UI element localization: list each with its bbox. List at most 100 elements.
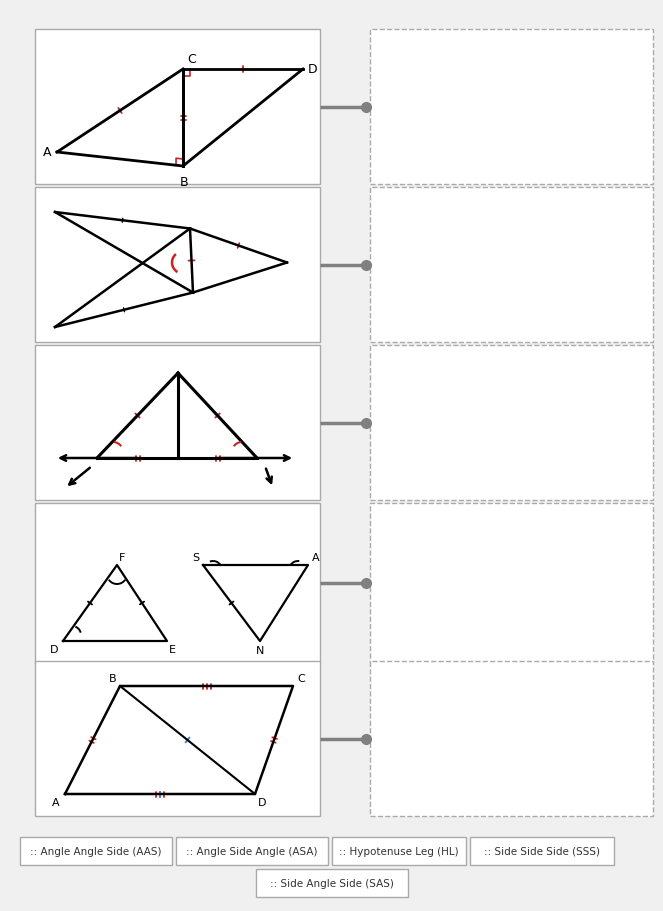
Bar: [287, 721, 299, 732]
Bar: [179, 744, 191, 756]
Bar: [263, 732, 275, 744]
Bar: [35, 804, 47, 816]
Bar: [59, 672, 71, 684]
Bar: [311, 696, 320, 708]
Text: N: N: [256, 645, 264, 655]
Text: B: B: [180, 176, 188, 189]
Bar: [227, 768, 239, 780]
Bar: [239, 684, 251, 696]
Bar: [59, 780, 71, 793]
Bar: [71, 780, 83, 793]
Bar: [167, 756, 179, 768]
Bar: [107, 744, 119, 756]
Bar: [107, 793, 119, 804]
Bar: [167, 804, 179, 816]
Text: :: Side Side Side (SSS): :: Side Side Side (SSS): [484, 846, 600, 856]
Bar: [263, 708, 275, 721]
Bar: [35, 744, 47, 756]
Bar: [203, 732, 215, 744]
Bar: [275, 672, 287, 684]
Bar: [287, 804, 299, 816]
FancyBboxPatch shape: [470, 837, 614, 865]
Bar: [131, 793, 143, 804]
Bar: [287, 793, 299, 804]
Text: :: Side Angle Side (SAS): :: Side Angle Side (SAS): [270, 878, 393, 888]
Bar: [155, 804, 167, 816]
Bar: [107, 684, 119, 696]
Bar: [311, 804, 320, 816]
Bar: [251, 780, 263, 793]
Bar: [191, 721, 203, 732]
Bar: [287, 780, 299, 793]
Bar: [370, 188, 653, 343]
Bar: [167, 721, 179, 732]
Bar: [143, 744, 155, 756]
Bar: [47, 793, 59, 804]
Bar: [179, 696, 191, 708]
Bar: [59, 661, 71, 672]
Bar: [203, 672, 215, 684]
Bar: [299, 661, 311, 672]
Bar: [167, 744, 179, 756]
Bar: [299, 732, 311, 744]
FancyBboxPatch shape: [176, 837, 328, 865]
Bar: [251, 804, 263, 816]
Text: :: Angle Angle Side (AAS): :: Angle Angle Side (AAS): [30, 846, 162, 856]
Bar: [131, 684, 143, 696]
Bar: [179, 732, 191, 744]
Bar: [191, 661, 203, 672]
Bar: [299, 672, 311, 684]
Bar: [131, 804, 143, 816]
Bar: [71, 793, 83, 804]
Bar: [47, 744, 59, 756]
Bar: [47, 732, 59, 744]
Bar: [47, 661, 59, 672]
Text: D: D: [258, 797, 267, 807]
Text: :: Hypotenuse Leg (HL): :: Hypotenuse Leg (HL): [339, 846, 459, 856]
Bar: [131, 721, 143, 732]
Bar: [83, 804, 95, 816]
Bar: [239, 744, 251, 756]
Bar: [203, 756, 215, 768]
FancyBboxPatch shape: [255, 869, 408, 897]
Bar: [47, 708, 59, 721]
Text: A: A: [52, 797, 60, 807]
Bar: [83, 732, 95, 744]
Bar: [275, 804, 287, 816]
Bar: [143, 780, 155, 793]
Bar: [47, 768, 59, 780]
Bar: [227, 744, 239, 756]
Bar: [287, 732, 299, 744]
Bar: [167, 696, 179, 708]
Bar: [215, 793, 227, 804]
Bar: [95, 744, 107, 756]
Bar: [107, 804, 119, 816]
Bar: [311, 756, 320, 768]
Bar: [47, 684, 59, 696]
Bar: [263, 804, 275, 816]
Bar: [95, 756, 107, 768]
Bar: [95, 793, 107, 804]
Bar: [275, 793, 287, 804]
Bar: [143, 696, 155, 708]
Bar: [167, 661, 179, 672]
Bar: [143, 721, 155, 732]
Bar: [35, 661, 47, 672]
Bar: [179, 780, 191, 793]
Bar: [119, 804, 131, 816]
Bar: [83, 721, 95, 732]
Bar: [263, 780, 275, 793]
Bar: [95, 684, 107, 696]
Bar: [263, 744, 275, 756]
Bar: [83, 756, 95, 768]
Bar: [227, 708, 239, 721]
Bar: [143, 684, 155, 696]
Bar: [179, 661, 191, 672]
Bar: [131, 696, 143, 708]
Bar: [155, 780, 167, 793]
Bar: [143, 804, 155, 816]
Bar: [83, 744, 95, 756]
Bar: [119, 756, 131, 768]
Bar: [299, 793, 311, 804]
Bar: [311, 661, 320, 672]
